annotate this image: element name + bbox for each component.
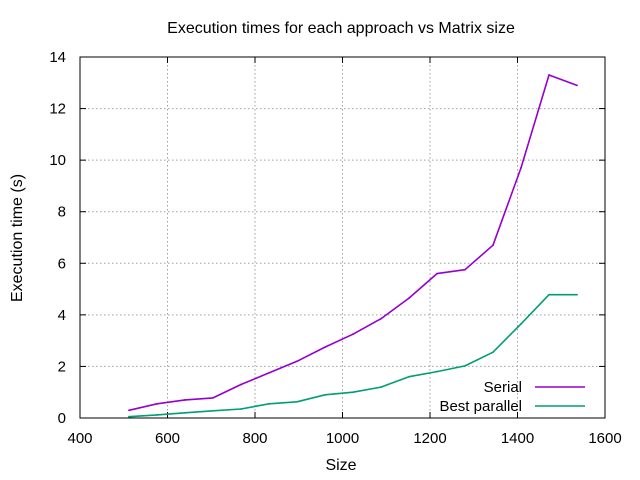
y-axis-label: Execution time (s) — [9, 174, 26, 302]
best-parallel-data-point — [240, 408, 242, 410]
serial-data-point — [520, 166, 522, 169]
serial-data-point — [240, 383, 242, 386]
chart-title: Execution times for each approach vs Mat… — [167, 20, 515, 37]
legend-label-best-parallel: Best parallel — [439, 398, 522, 415]
best-parallel-data-point — [436, 370, 438, 373]
best-parallel-data-point — [408, 375, 410, 378]
best-parallel-data-point — [492, 351, 494, 354]
y-tick-label: 0 — [58, 410, 66, 427]
serial-data-point — [184, 399, 186, 401]
y-tick-label: 10 — [49, 152, 66, 169]
best-parallel-data-point — [268, 402, 270, 405]
x-tick-label: 600 — [155, 430, 180, 447]
serial-data-point — [548, 74, 550, 76]
x-tick-label: 1400 — [501, 430, 534, 447]
serial-data-point — [576, 84, 578, 87]
serial-data-point — [156, 402, 158, 405]
x-tick-label: 1600 — [588, 430, 621, 447]
best-parallel-data-point — [464, 365, 466, 367]
best-parallel-data-point — [576, 293, 578, 296]
y-tick-label: 4 — [58, 307, 66, 324]
serial-series-line — [128, 74, 578, 412]
plot-frame — [79, 56, 606, 419]
serial-data-point — [380, 317, 382, 320]
x-tick-label: 1200 — [413, 430, 446, 447]
y-tick-label: 6 — [58, 255, 66, 272]
serial-data-point — [492, 244, 494, 247]
best-parallel-data-point — [212, 409, 214, 412]
best-parallel-data-point — [324, 393, 326, 396]
best-parallel-data-point — [296, 400, 298, 403]
legend: Serial Best parallel — [439, 379, 585, 415]
grid-lines — [80, 57, 605, 418]
serial-data-point — [324, 346, 326, 348]
x-tick-label: 1000 — [326, 430, 359, 447]
serial-data-point — [268, 371, 270, 374]
serial-data-point — [212, 396, 214, 399]
serial-data-point — [436, 272, 438, 275]
x-axis-label: Size — [325, 457, 356, 474]
axis-ticks: 400 600 800 1000 1200 1400 1600 0 2 4 6 8 10 12 14 — [49, 49, 621, 447]
y-tick-label: 12 — [49, 101, 66, 118]
serial-data-point — [408, 297, 410, 299]
y-tick-label: 2 — [58, 358, 66, 375]
serial-data-point — [296, 360, 298, 363]
serial-data-point — [128, 409, 130, 412]
x-tick-label: 800 — [242, 430, 267, 447]
x-tick-label: 400 — [67, 430, 92, 447]
best-parallel-data-point — [156, 414, 158, 416]
best-parallel-data-point — [128, 415, 130, 418]
y-tick-label: 14 — [49, 49, 66, 66]
best-parallel-data-point — [352, 391, 354, 394]
serial-data-point — [352, 333, 354, 336]
best-parallel-data-point — [520, 322, 522, 325]
serial-data-point — [464, 268, 466, 271]
data-series — [128, 74, 578, 418]
y-tick-label: 8 — [58, 204, 66, 221]
best-parallel-data-point — [184, 411, 186, 414]
best-parallel-data-point — [380, 386, 382, 388]
legend-label-serial: Serial — [484, 379, 522, 396]
best-parallel-data-point — [548, 293, 550, 296]
